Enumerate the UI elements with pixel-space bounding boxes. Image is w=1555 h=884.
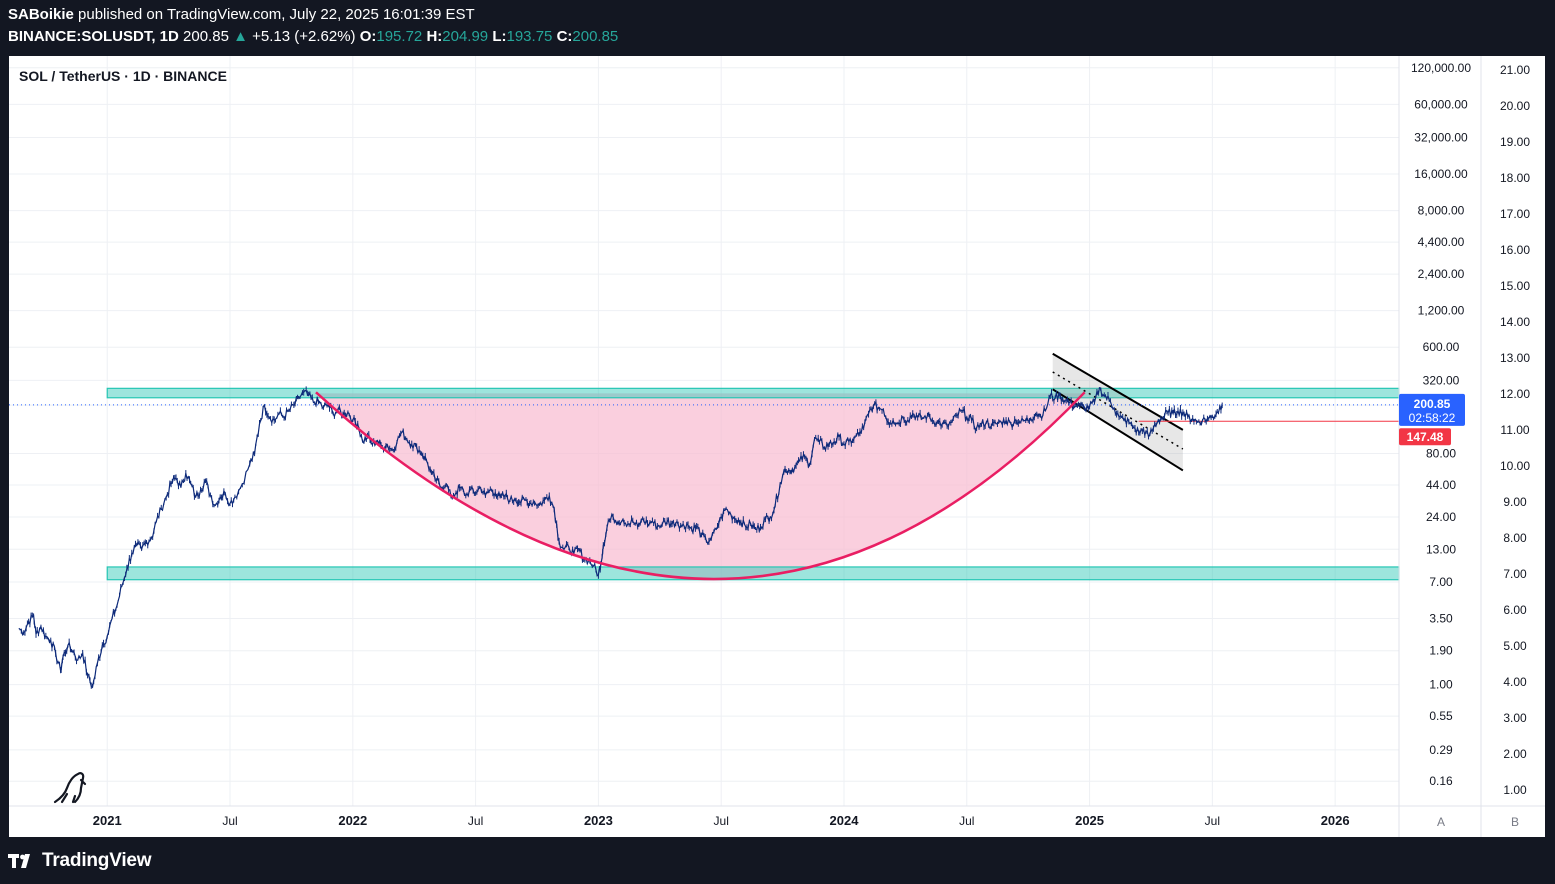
open-label: O: bbox=[359, 28, 377, 45]
time-axis-tick: Jul bbox=[222, 814, 237, 828]
last-price: 200.85 bbox=[183, 28, 229, 45]
right-axis-tick: 14.00 bbox=[1500, 315, 1530, 329]
chart-title: SOL / TetherUS · 1D · BINANCE bbox=[19, 68, 227, 84]
chart-frame[interactable]: 120,000.00 60,000.00 32,000.00 16,000.00 8,0… bbox=[9, 56, 1545, 837]
right-axis-tick: 7.00 bbox=[1503, 567, 1527, 581]
publish-line: SABoikie published on TradingView.com, J… bbox=[8, 4, 618, 26]
high-value: 204.99 bbox=[442, 28, 489, 45]
price-axis-tick: 320.00 bbox=[1423, 373, 1460, 387]
level-price-tag bbox=[1399, 428, 1451, 446]
axis-button-b[interactable]: B bbox=[1511, 815, 1519, 829]
chart-header: SABoikie published on TradingView.com, J… bbox=[8, 4, 618, 48]
right-axis-tick: 16.00 bbox=[1500, 243, 1530, 257]
symbol-text[interactable]: BINANCE:SOLUSDT, 1D bbox=[8, 28, 179, 45]
right-axis-tick: 18.00 bbox=[1500, 171, 1530, 185]
price-axis-tick: 3.50 bbox=[1429, 611, 1453, 625]
footer: TradingView bbox=[8, 849, 152, 873]
current-price-tag bbox=[1399, 393, 1465, 426]
price-axis-tick: 0.16 bbox=[1429, 774, 1453, 788]
price-axis-tick: 1,200.00 bbox=[1418, 304, 1465, 318]
right-axis-tick: 17.00 bbox=[1500, 207, 1530, 221]
dinosaur-icon-path bbox=[53, 772, 87, 804]
axis-button-a[interactable]: A bbox=[1437, 815, 1445, 829]
right-axis-tick: 19.00 bbox=[1500, 135, 1530, 149]
time-axis-tick: 2021 bbox=[93, 813, 122, 828]
current-price-label: 200.85 bbox=[1414, 397, 1451, 411]
low-label: L: bbox=[492, 28, 507, 45]
countdown-label: 02:58:22 bbox=[1409, 411, 1456, 425]
price-axis-tick: 13.00 bbox=[1426, 542, 1456, 556]
right-axis-tick: 10.00 bbox=[1500, 459, 1530, 473]
high-label: H: bbox=[426, 28, 443, 45]
close-value: 200.85 bbox=[572, 28, 619, 45]
price-axis-tick: 0.55 bbox=[1429, 709, 1453, 723]
right-axis-tick: 13.00 bbox=[1500, 351, 1530, 365]
symbol-line: BINANCE:SOLUSDT, 1D 200.85 ▲ +5.13 (+2.6… bbox=[8, 26, 618, 48]
time-axis-tick: 2024 bbox=[830, 813, 860, 828]
right-axis-tick: 8.00 bbox=[1503, 531, 1527, 545]
author-name[interactable]: SABoikie bbox=[8, 6, 74, 23]
price-axis-tick: 32,000.00 bbox=[1414, 130, 1468, 144]
right-axis-tick: 1.00 bbox=[1503, 783, 1527, 797]
right-axis-tick: 21.00 bbox=[1500, 63, 1530, 77]
right-axis-tick: 6.00 bbox=[1503, 603, 1527, 617]
price-axis-tick: 1.90 bbox=[1429, 644, 1453, 658]
right-axis-tick: 11.00 bbox=[1500, 423, 1529, 437]
time-axis-tick: Jul bbox=[1205, 814, 1220, 828]
price-axis-tick: 60,000.00 bbox=[1414, 97, 1468, 111]
right-axis-tick: 12.00 bbox=[1500, 387, 1530, 401]
price-axis-tick: 4,400.00 bbox=[1418, 235, 1465, 249]
dinosaur-icon bbox=[53, 772, 87, 804]
price-axis-tick: 8,000.00 bbox=[1418, 204, 1465, 218]
right-axis-tick: 2.00 bbox=[1503, 747, 1527, 761]
price-axis-tick: 44.00 bbox=[1426, 478, 1456, 492]
price-change: +5.13 (+2.62%) bbox=[252, 28, 356, 45]
footer-brand: TradingView bbox=[42, 850, 152, 871]
right-axis-tick: 5.00 bbox=[1503, 639, 1527, 653]
right-axis-tick: 3.00 bbox=[1503, 711, 1527, 725]
time-axis-tick: Jul bbox=[714, 814, 729, 828]
time-axis-tick: 2026 bbox=[1321, 813, 1350, 828]
price-series-line bbox=[18, 387, 1223, 689]
time-axis-tick: 2025 bbox=[1075, 813, 1104, 828]
tradingview-logo-icon bbox=[8, 854, 30, 868]
price-axis-tick: 0.29 bbox=[1429, 743, 1453, 757]
chart-canvas[interactable]: 120,000.00 60,000.00 32,000.00 16,000.00 8,0… bbox=[9, 56, 1545, 837]
price-axis-tick: 7.00 bbox=[1429, 575, 1453, 589]
low-value: 193.75 bbox=[506, 28, 553, 45]
time-axis-tick: Jul bbox=[959, 814, 974, 828]
time-axis-tick: 2023 bbox=[584, 813, 613, 828]
level-price-label: 147.48 bbox=[1407, 430, 1444, 444]
cup-curve bbox=[315, 391, 1086, 581]
published-text: published on TradingView.com, July 22, 2… bbox=[78, 6, 475, 23]
time-axis-tick: 2022 bbox=[338, 813, 367, 828]
right-axis-tick: 4.00 bbox=[1503, 675, 1527, 689]
up-arrow-icon: ▲ bbox=[233, 28, 248, 45]
price-axis-tick: 2,400.00 bbox=[1418, 267, 1465, 281]
price-axis-tick: 80.00 bbox=[1426, 446, 1456, 460]
right-axis-tick: 9.00 bbox=[1503, 495, 1527, 509]
price-axis-tick: 600.00 bbox=[1423, 340, 1460, 354]
price-axis-tick: 1.00 bbox=[1429, 678, 1453, 692]
price-axis-tick: 120,000.00 bbox=[1411, 61, 1471, 75]
price-axis-tick: 24.00 bbox=[1426, 510, 1456, 524]
open-value: 195.72 bbox=[376, 28, 423, 45]
close-label: C: bbox=[556, 28, 573, 45]
time-axis-tick: Jul bbox=[468, 814, 483, 828]
price-axis-tick: 16,000.00 bbox=[1414, 167, 1468, 181]
right-axis-tick: 20.00 bbox=[1500, 99, 1530, 113]
right-axis-tick: 15.00 bbox=[1500, 279, 1530, 293]
channel-mid-line bbox=[1052, 371, 1184, 450]
cup-fill-area bbox=[315, 392, 1085, 580]
